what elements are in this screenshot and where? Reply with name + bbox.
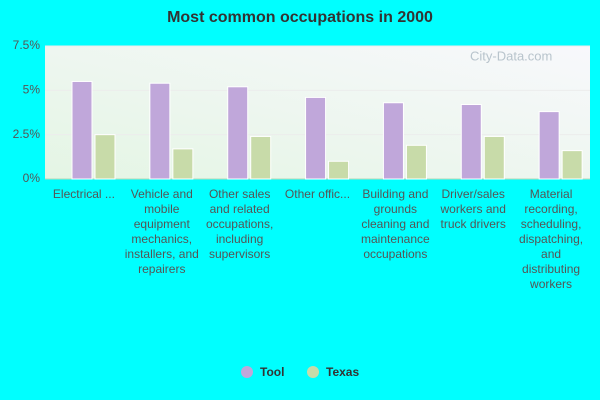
bar — [328, 160, 350, 180]
bar — [172, 148, 194, 180]
legend-marker — [307, 366, 319, 378]
x-tick-label: Building and grounds cleaning and mainte… — [360, 187, 430, 261]
x-tick-label: Vehicle and mobile equipment mechanics, … — [124, 187, 199, 276]
y-tick-label: 0% — [23, 171, 41, 185]
legend-marker — [241, 366, 253, 378]
bar — [460, 104, 482, 180]
legend-label: Texas — [326, 365, 359, 379]
bar — [561, 150, 583, 180]
bar — [405, 144, 427, 180]
x-tick-label: Other sales and related occupations, inc… — [205, 187, 274, 261]
bar — [149, 82, 171, 180]
x-tick-label: Material recording, scheduling, dispatch… — [519, 187, 584, 291]
x-tick-label: Driver/sales workers and truck drivers — [440, 187, 506, 231]
bar — [305, 96, 327, 180]
bar — [94, 134, 116, 180]
bar — [250, 135, 272, 180]
bar — [227, 86, 249, 180]
x-tick-label: Electrical ... — [52, 187, 115, 201]
bar — [538, 111, 560, 180]
y-tick-label: 5% — [23, 83, 41, 97]
y-tick-label: 2.5% — [13, 127, 41, 141]
legend-label: Tool — [260, 365, 284, 379]
x-tick-label: Other offic... — [284, 187, 351, 201]
chart-title: Most common occupations in 2000 — [167, 9, 433, 26]
bar — [483, 135, 505, 180]
y-tick-label: 7.5% — [13, 38, 41, 52]
watermark: City-Data.com — [470, 48, 552, 63]
bar — [382, 102, 404, 180]
bar — [71, 80, 93, 180]
